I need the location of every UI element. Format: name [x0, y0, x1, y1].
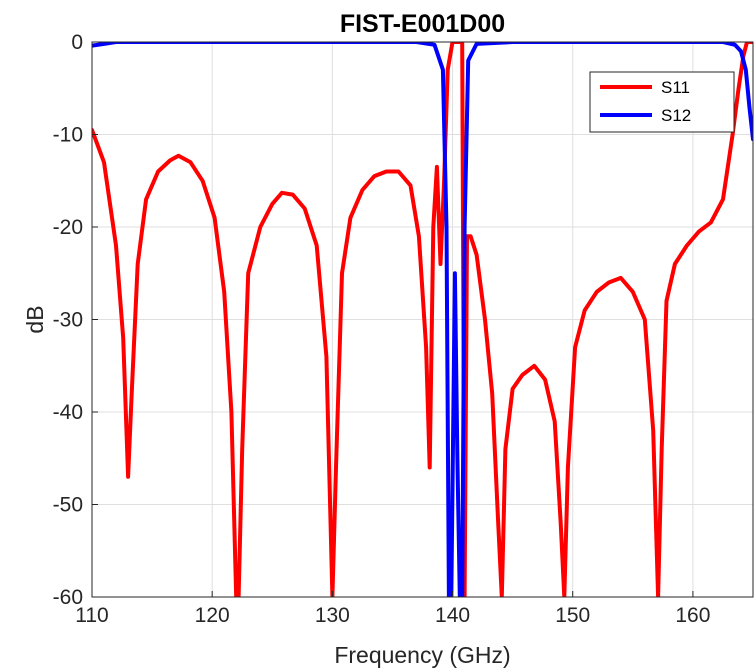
x-tick-label: 160	[675, 604, 710, 627]
legend-label-s12: S12	[661, 106, 691, 125]
legend-label-s11: S11	[661, 78, 690, 97]
x-tick-label: 150	[555, 604, 590, 627]
y-axis-label: dB	[22, 305, 48, 333]
series-line-s12	[92, 42, 753, 597]
y-tick-label: -60	[53, 586, 83, 609]
x-tick-label: 120	[195, 604, 230, 627]
series-layer	[92, 42, 753, 597]
y-tick-label: -30	[53, 309, 83, 332]
y-tick-label: 0	[71, 31, 83, 54]
y-tick-label: -20	[53, 216, 83, 239]
ticks: 110 120 130 140 150 160 0 -10 -20 -30 -40 -50 -60	[53, 31, 711, 627]
y-tick-label: -10	[53, 124, 83, 147]
x-tick-label: 110	[75, 604, 108, 627]
x-tick-label: 140	[435, 604, 470, 627]
legend: S11 S12	[589, 71, 735, 133]
legend-box	[589, 71, 735, 133]
chart-title: FIST-E001D00	[340, 10, 505, 38]
x-axis-label: Frequency (GHz)	[334, 642, 510, 668]
y-tick-label: -40	[53, 401, 83, 424]
y-tick-label: -50	[53, 494, 83, 517]
x-tick-label: 130	[315, 604, 350, 627]
